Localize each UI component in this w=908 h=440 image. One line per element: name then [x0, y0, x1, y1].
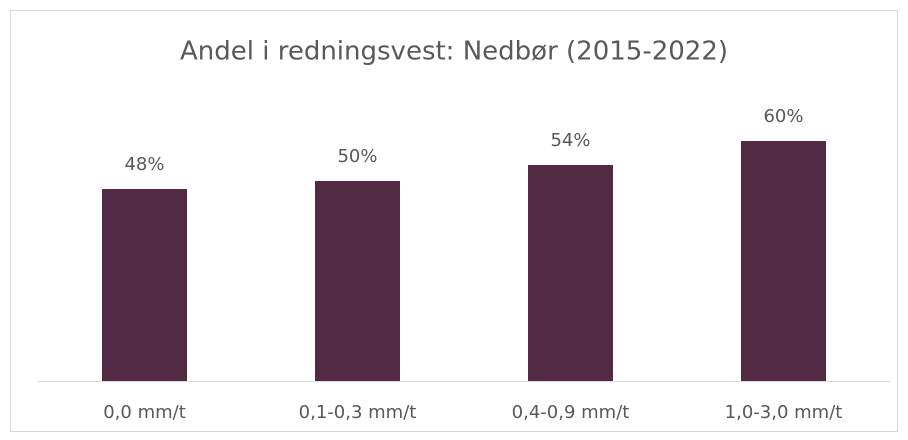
data-label: 48% — [124, 154, 164, 175]
x-tick-label: 0,1-0,3 mm/t — [299, 402, 417, 423]
x-tick-label: 0,4-0,9 mm/t — [512, 402, 630, 423]
bar — [315, 181, 400, 381]
bar — [741, 141, 826, 381]
x-tick-label: 1,0-3,0 mm/t — [725, 402, 843, 423]
data-label: 50% — [337, 146, 377, 167]
bar — [102, 189, 187, 381]
chart-title: Andel i redningsvest: Nedbør (2015-2022) — [180, 37, 728, 67]
bar — [528, 165, 613, 381]
data-label: 60% — [763, 106, 803, 127]
x-tick-label: 0,0 mm/t — [103, 402, 186, 423]
data-label: 54% — [550, 130, 590, 151]
